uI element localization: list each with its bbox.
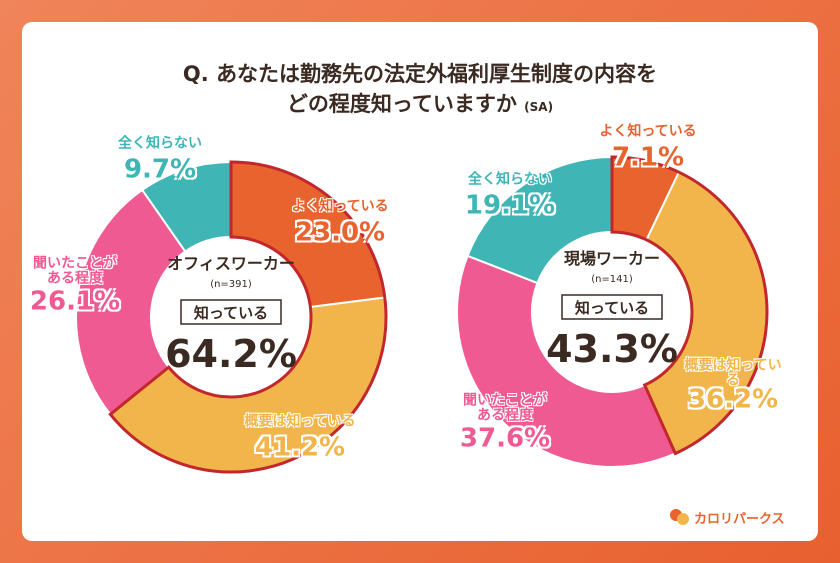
- category-label: よく知っている: [599, 123, 697, 140]
- value-label: 9.7%: [123, 154, 197, 185]
- center-subtitle: (n=391): [210, 279, 252, 290]
- logo: カロリパークス: [668, 506, 785, 528]
- center-box: [180, 299, 282, 325]
- center-value: 43.3%: [546, 327, 678, 371]
- logo-text: カロリパークス: [694, 511, 785, 527]
- value-label: 19.1%: [464, 190, 556, 221]
- category-label: 聞いたことが ある程度: [463, 392, 547, 424]
- center-title: 現場ワーカー: [564, 249, 660, 268]
- center-value: 64.2%: [165, 332, 297, 376]
- center-box: [561, 294, 663, 320]
- value-label: 41.2%: [254, 432, 346, 463]
- center-label: 知っている: [575, 299, 649, 317]
- title-line: どの程度知っていますか (SA): [0, 88, 840, 118]
- value-label: 23.0%: [294, 217, 386, 248]
- category-label: よく知っている: [291, 198, 389, 215]
- title-line: Q. あなたは勤務先の法定外福利厚生制度の内容を: [182, 62, 658, 86]
- category-label: 全く知らない: [118, 135, 202, 152]
- value-label: 36.2%: [687, 384, 779, 415]
- category-label: 概要は知っている: [684, 357, 782, 389]
- category-label: 概要は知っている: [244, 413, 356, 430]
- title-line: どの程度知っていますか: [286, 92, 517, 116]
- slice: [75, 188, 187, 416]
- value-label: 7.1%: [611, 142, 685, 173]
- value-label: 26.1%: [29, 286, 121, 317]
- group-outline: [108, 160, 388, 474]
- center-subtitle: (n=141): [591, 274, 633, 285]
- title-note: (SA): [524, 100, 554, 114]
- value-label: 37.6%: [459, 423, 551, 454]
- logo-icon: [670, 509, 689, 525]
- center-title: オフィスワーカー: [167, 254, 295, 273]
- slice: [466, 155, 613, 285]
- category-label: 全く知らない: [468, 171, 552, 188]
- group-outline: [610, 155, 769, 456]
- category-label: 聞いたことが ある程度: [33, 255, 117, 287]
- slice: [456, 254, 677, 468]
- center-label: 知っている: [194, 304, 268, 322]
